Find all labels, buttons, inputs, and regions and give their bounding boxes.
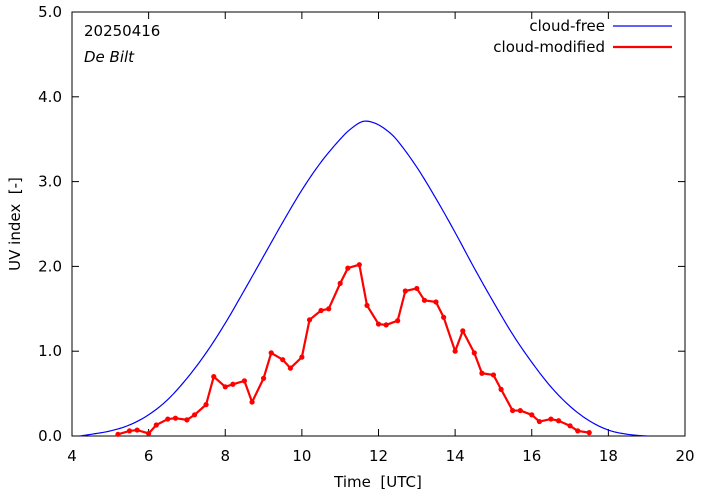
x-tick-label: 4 [67, 447, 77, 465]
x-tick-label: 16 [522, 447, 541, 465]
data-point-cloud-modified [115, 431, 121, 437]
data-point-cloud-modified [509, 407, 516, 414]
data-point-cloud-modified [222, 384, 228, 390]
axis-tick-labels: 4 6 8 10 12 14 16 18 20 0.0 1.0 2.0 3.0 4.0 5.0 [38, 3, 694, 465]
x-tick-label: 8 [220, 447, 230, 465]
x-tick-label: 20 [675, 447, 694, 465]
data-point-cloud-modified [421, 297, 428, 303]
data-point-cloud-modified [306, 317, 313, 323]
data-point-cloud-modified [211, 374, 217, 380]
data-point-cloud-modified [575, 428, 581, 434]
station-annotation: De Bilt [84, 48, 135, 66]
data-point-cloud-modified [548, 416, 554, 422]
data-point-cloud-modified [337, 280, 343, 286]
x-tick-label: 12 [369, 447, 388, 465]
y-axis-title: UV index [-] [6, 177, 24, 271]
data-point-cloud-modified [299, 354, 305, 360]
data-point-cloud-modified [490, 372, 497, 378]
data-point-cloud-modified [356, 262, 362, 268]
data-point-cloud-modified [567, 423, 573, 429]
y-tick-label: 3.0 [38, 173, 62, 191]
data-point-cloud-modified [345, 265, 351, 271]
y-tick-label: 4.0 [38, 88, 62, 106]
data-point-cloud-modified [172, 415, 179, 421]
data-point-cloud-modified [192, 412, 198, 418]
x-axis-title: Time [UTC] [333, 473, 422, 491]
data-point-cloud-modified [230, 381, 236, 387]
data-point-cloud-modified [460, 328, 466, 334]
x-tick-label: 6 [144, 447, 154, 465]
x-tick-label: 14 [446, 447, 465, 465]
data-point-cloud-modified [402, 288, 408, 294]
data-point-cloud-modified [364, 302, 370, 309]
data-point-cloud-modified [414, 285, 420, 292]
data-point-cloud-modified [471, 350, 477, 356]
data-point-cloud-modified [452, 348, 458, 354]
data-point-cloud-modified [153, 422, 159, 428]
data-point-cloud-modified [498, 386, 504, 392]
series-line-cloud-free [79, 120, 647, 437]
axis-ticks [71, 11, 686, 437]
legend-label-cloud-modified: cloud-modified [493, 38, 605, 56]
data-point-cloud-modified [249, 399, 255, 405]
data-point-cloud-modified [383, 322, 389, 328]
y-tick-label: 5.0 [38, 3, 62, 21]
data-point-cloud-modified [134, 427, 140, 433]
data-point-cloud-modified [184, 417, 190, 423]
plot-frame [71, 11, 686, 437]
data-point-cloud-modified [260, 375, 267, 381]
data-point-cloud-modified [165, 416, 171, 422]
data-point-cloud-modified [536, 418, 543, 425]
series-layer [79, 120, 647, 437]
data-point-cloud-modified [287, 365, 293, 371]
data-point-cloud-modified [395, 318, 401, 324]
legend: cloud-free cloud-modified [493, 17, 672, 56]
data-point-cloud-modified [280, 357, 286, 363]
data-point-cloud-modified [203, 402, 209, 408]
data-point-cloud-modified [479, 370, 485, 376]
x-tick-label: 10 [292, 447, 311, 465]
data-point-cloud-modified [433, 299, 439, 305]
data-point-cloud-modified [586, 430, 592, 436]
y-tick-label: 0.0 [38, 427, 62, 445]
data-point-cloud-modified [326, 306, 332, 312]
data-point-cloud-modified [441, 314, 447, 320]
data-point-cloud-modified [529, 412, 535, 418]
data-point-cloud-modified [517, 407, 523, 414]
legend-label-cloud-free: cloud-free [529, 17, 605, 35]
data-point-cloud-modified [555, 418, 562, 424]
data-point-cloud-modified [146, 430, 152, 437]
data-point-cloud-modified [375, 321, 382, 327]
x-tick-label: 18 [599, 447, 618, 465]
data-point-cloud-modified [126, 428, 133, 434]
y-tick-label: 1.0 [38, 342, 62, 360]
data-point-cloud-modified [318, 307, 324, 314]
data-point-cloud-modified [241, 378, 248, 384]
data-point-cloud-modified [268, 350, 274, 356]
y-tick-label: 2.0 [38, 257, 62, 275]
date-annotation: 20250416 [84, 22, 160, 40]
